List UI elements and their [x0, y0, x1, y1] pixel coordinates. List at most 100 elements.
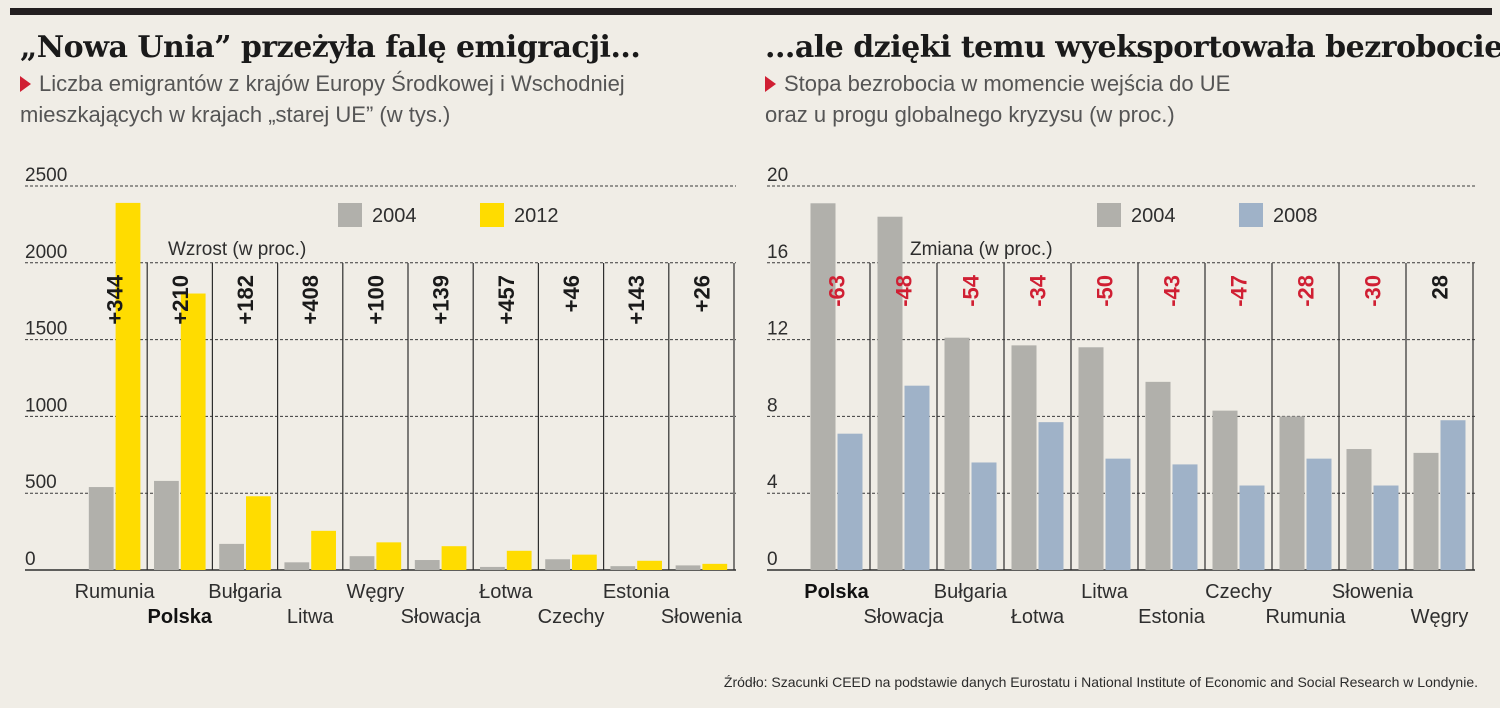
- y-tick-label: 500: [25, 472, 57, 493]
- bar-2012-Estonia: [637, 560, 662, 570]
- bar-2008-Łotwa: [1038, 422, 1064, 570]
- legend-label: 2012: [514, 205, 559, 227]
- legend-label: 2004: [1131, 205, 1176, 227]
- change-label: +139: [429, 275, 454, 325]
- change-label: +100: [363, 275, 388, 325]
- change-label: -28: [1294, 275, 1319, 307]
- legend-swatch-2012: [480, 203, 504, 227]
- change-label: 28: [1428, 275, 1453, 299]
- y-tick-label: 20: [767, 165, 788, 186]
- bar-2004-Rumunia: [1279, 416, 1305, 570]
- change-header-label: Wzrost (w proc.): [168, 239, 306, 260]
- category-label: Węgry: [1411, 606, 1469, 628]
- change-label: +182: [233, 275, 258, 325]
- bar-2012-Węgry: [376, 542, 402, 570]
- category-label: Słowenia: [661, 606, 743, 628]
- bar-2004-Słowenia: [675, 565, 701, 570]
- bar-2008-Słowenia: [1373, 485, 1399, 570]
- bar-2004-Litwa: [1078, 347, 1104, 570]
- bullet-triangle-icon: [20, 76, 31, 92]
- category-label: Bułgaria: [934, 581, 1008, 603]
- y-tick-label: 16: [767, 242, 788, 263]
- bar-2012-Słowacja: [441, 546, 467, 570]
- y-tick-label: 2500: [25, 165, 67, 186]
- bar-2004-Słowacja: [414, 560, 440, 570]
- top-rule: [10, 8, 1492, 15]
- change-label: +344: [103, 274, 128, 324]
- bar-2004-Rumunia: [88, 487, 114, 570]
- legend-label: 2004: [372, 205, 417, 227]
- change-label: -47: [1227, 275, 1252, 307]
- bar-2008-Słowacja: [904, 385, 930, 570]
- change-label: -43: [1160, 275, 1185, 307]
- y-tick-label: 2000: [25, 242, 67, 263]
- left-chart-title: „Nowa Unia” przeżyła falę emigracji...: [20, 30, 641, 65]
- bar-2012-Łotwa: [506, 550, 532, 570]
- category-label: Węgry: [347, 581, 405, 603]
- category-label: Czechy: [538, 606, 605, 628]
- legend-swatch-2004: [1097, 203, 1121, 227]
- bar-2012-Bułgaria: [246, 496, 271, 570]
- category-label: Bułgaria: [208, 581, 282, 603]
- bar-2012-Słowenia: [702, 563, 728, 570]
- bar-2012-Czechy: [572, 554, 597, 570]
- bar-2004-Łotwa: [480, 566, 505, 570]
- bar-2004-Łotwa: [1011, 345, 1037, 570]
- bar-2008-Polska: [837, 433, 863, 570]
- y-tick-label: 0: [767, 549, 778, 570]
- right-chart-title: ...ale dzięki temu wyeksportowała bezrob…: [765, 30, 1500, 65]
- bar-2012-Rumunia: [115, 202, 141, 570]
- left-subtitle-line-1: Liczba emigrantów z krajów Europy Środko…: [39, 71, 625, 96]
- source-note: Źródło: Szacunki CEED na podstawie danyc…: [723, 674, 1478, 690]
- legend-swatch-2008: [1239, 203, 1263, 227]
- category-label: Polska: [804, 581, 869, 603]
- bar-2004-Estonia: [1145, 381, 1171, 570]
- y-tick-label: 4: [767, 472, 778, 493]
- y-tick-label: 1000: [25, 395, 67, 416]
- category-label: Rumunia: [1265, 606, 1346, 628]
- right-subtitle-line-2: oraz u progu globalnego kryzysu (w proc.…: [765, 102, 1175, 127]
- bar-2004-Słowacja: [877, 216, 903, 570]
- unemployment-chart: 0 4 8 12 16 20 -63 -48 -54 -34 -50 -43 -47 -28 -30 28 Zm…: [767, 165, 1475, 628]
- category-label: Czechy: [1205, 581, 1272, 603]
- bar-2004-Litwa: [284, 562, 310, 570]
- left-subtitle-line-2: mieszkających w krajach „starej UE” (w t…: [20, 102, 451, 127]
- change-label: -54: [959, 274, 984, 307]
- y-tick-label: 12: [767, 319, 788, 340]
- category-label: Litwa: [287, 606, 335, 628]
- bullet-triangle-icon: [765, 76, 776, 92]
- bar-2012-Litwa: [311, 530, 336, 570]
- bar-2004-Słowenia: [1346, 449, 1372, 570]
- emigration-chart: 0 500 1000 1500 2000 2500 +344 +210 +182 +408 +100…: [25, 165, 743, 628]
- legend-label: 2008: [1273, 205, 1318, 227]
- bar-2008-Rumunia: [1306, 458, 1332, 570]
- change-label: +408: [298, 275, 323, 325]
- category-label: Łotwa: [1011, 606, 1065, 628]
- change-label: +210: [168, 275, 193, 325]
- change-label: +143: [624, 275, 649, 325]
- bar-2008-Bułgaria: [971, 462, 997, 570]
- change-label: -50: [1093, 275, 1118, 307]
- right-chart-subtitle: Stopa bezrobocia w momencie wejścia do U…: [765, 68, 1480, 130]
- bar-2004-Estonia: [610, 566, 636, 570]
- bar-2008-Węgry: [1440, 420, 1466, 570]
- bar-2008-Estonia: [1172, 464, 1198, 570]
- bar-2004-Czechy: [545, 559, 570, 570]
- y-tick-label: 1500: [25, 319, 67, 340]
- change-label: +26: [689, 275, 714, 312]
- change-label: +457: [494, 275, 519, 325]
- bar-2004-Węgry: [1413, 452, 1439, 570]
- legend-swatch-2004: [338, 203, 362, 227]
- change-label: -34: [1026, 274, 1051, 307]
- right-panel-header: ...ale dzięki temu wyeksportowała bezrob…: [765, 30, 1500, 130]
- change-label: -63: [825, 275, 850, 307]
- left-panel-header: „Nowa Unia” przeżyła falę emigracji... L…: [20, 30, 740, 130]
- bar-2012-Polska: [180, 293, 206, 570]
- category-label: Słowacja: [863, 606, 944, 628]
- right-subtitle-line-1: Stopa bezrobocia w momencie wejścia do U…: [784, 71, 1231, 96]
- category-label: Słowenia: [1332, 581, 1414, 603]
- bar-2008-Litwa: [1105, 458, 1131, 570]
- category-label: Estonia: [603, 581, 671, 603]
- bar-2008-Czechy: [1239, 485, 1265, 570]
